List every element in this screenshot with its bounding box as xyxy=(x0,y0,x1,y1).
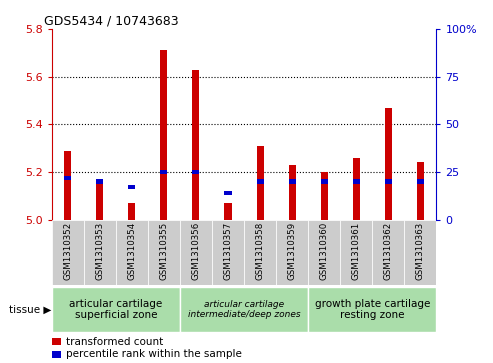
Bar xyxy=(52,338,61,345)
Text: GDS5434 / 10743683: GDS5434 / 10743683 xyxy=(44,15,178,28)
Bar xyxy=(385,179,392,184)
Bar xyxy=(385,108,392,220)
Text: GSM1310359: GSM1310359 xyxy=(287,221,297,280)
Bar xyxy=(160,50,168,220)
Bar xyxy=(116,220,148,285)
Text: GSM1310355: GSM1310355 xyxy=(159,221,169,280)
Bar xyxy=(160,170,168,174)
Bar xyxy=(320,179,328,184)
Bar xyxy=(417,162,424,220)
Bar xyxy=(352,158,360,220)
Bar xyxy=(308,287,436,332)
Bar xyxy=(128,185,136,189)
Bar xyxy=(128,203,136,220)
Text: percentile rank within the sample: percentile rank within the sample xyxy=(67,350,242,359)
Bar xyxy=(320,172,328,220)
Bar xyxy=(224,191,232,195)
Bar xyxy=(180,287,308,332)
Bar xyxy=(192,170,200,174)
Bar xyxy=(96,179,104,184)
Bar xyxy=(417,179,424,184)
Bar xyxy=(340,220,372,285)
Bar xyxy=(52,287,180,332)
Bar xyxy=(288,179,296,184)
Bar xyxy=(212,220,244,285)
Text: articular cartilage
intermediate/deep zones: articular cartilage intermediate/deep zo… xyxy=(188,300,300,319)
Bar xyxy=(288,165,296,220)
Text: GSM1310363: GSM1310363 xyxy=(416,221,425,280)
Text: GSM1310352: GSM1310352 xyxy=(63,221,72,280)
Text: GSM1310360: GSM1310360 xyxy=(319,221,329,280)
Text: growth plate cartilage
resting zone: growth plate cartilage resting zone xyxy=(315,299,430,320)
Bar xyxy=(52,351,61,358)
Text: GSM1310354: GSM1310354 xyxy=(127,221,137,280)
Bar xyxy=(64,176,71,180)
Text: articular cartilage
superficial zone: articular cartilage superficial zone xyxy=(69,299,163,320)
Bar xyxy=(308,220,340,285)
Bar xyxy=(244,220,276,285)
Text: GSM1310362: GSM1310362 xyxy=(384,221,393,280)
Bar xyxy=(256,146,264,220)
Bar xyxy=(256,179,264,184)
Bar xyxy=(84,220,116,285)
Bar xyxy=(352,179,360,184)
Bar xyxy=(96,184,104,220)
Text: GSM1310353: GSM1310353 xyxy=(95,221,105,280)
Bar xyxy=(180,220,212,285)
Bar xyxy=(404,220,436,285)
Text: GSM1310361: GSM1310361 xyxy=(352,221,361,280)
Bar xyxy=(372,220,404,285)
Text: GSM1310356: GSM1310356 xyxy=(191,221,201,280)
Bar xyxy=(52,220,84,285)
Bar xyxy=(224,203,232,220)
Bar xyxy=(64,151,71,220)
Text: GSM1310358: GSM1310358 xyxy=(255,221,265,280)
Text: transformed count: transformed count xyxy=(67,337,164,347)
Bar xyxy=(276,220,308,285)
Text: tissue ▶: tissue ▶ xyxy=(9,305,52,314)
Text: GSM1310357: GSM1310357 xyxy=(223,221,233,280)
Bar xyxy=(192,70,200,220)
Bar xyxy=(148,220,180,285)
